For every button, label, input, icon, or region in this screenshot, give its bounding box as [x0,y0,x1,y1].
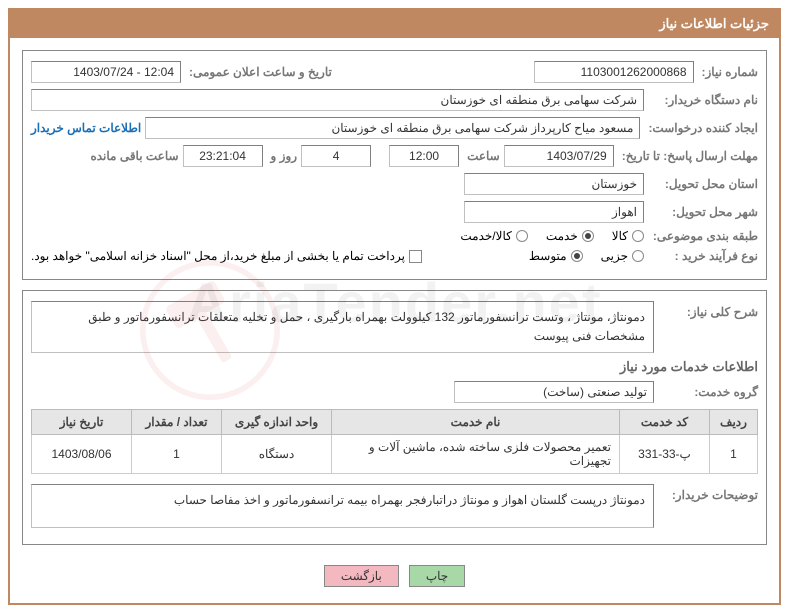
details-panel: جزئیات اطلاعات نیاز AriaTender.net شماره… [8,8,781,605]
subject-class-label: طبقه بندی موضوعی: [648,229,758,243]
days-count-value: 4 [301,145,371,167]
table-row: 1 پ-33-331 تعمیر محصولات فلزی ساخته شده،… [32,435,758,474]
payment-checkbox-wrapper[interactable]: پرداخت تمام یا بخشی از مبلغ خرید،از محل … [31,249,422,263]
medium-radio-icon [571,250,583,262]
th-qty: تعداد / مقدار [132,410,222,435]
th-unit: واحد اندازه گیری [222,410,332,435]
row-need-desc: شرح کلی نیاز: دمونتاژ، مونتاژ ، وتست ترا… [31,301,758,353]
delivery-province-label: استان محل تحویل: [648,177,758,191]
main-fieldset: شماره نیاز: 1103001262000868 تاریخ و ساع… [22,50,767,280]
countdown-value: 23:21:04 [183,145,263,167]
service-radio-label: خدمت [546,229,578,243]
need-no-label: شماره نیاز: [698,65,758,79]
buyer-notes-value: دمونتاژ درپست گلستان اهواز و مونتاژ درات… [31,484,654,528]
goods-service-radio-icon [516,230,528,242]
back-button[interactable]: بازگشت [324,565,399,587]
need-desc-label: شرح کلی نیاز: [658,301,758,319]
services-header: اطلاعات خدمات مورد نیاز [616,359,758,375]
time-label: ساعت [463,149,500,163]
th-row: ردیف [710,410,758,435]
row-requester: ایجاد کننده درخواست: مسعود میاح کارپرداز… [31,117,758,139]
row-city: شهر محل تحویل: اهواز [31,201,758,223]
delivery-city-value: اهواز [464,201,644,223]
th-name: نام خدمت [332,410,620,435]
panel-content: AriaTender.net شماره نیاز: 1103001262000… [10,38,779,603]
buyer-org-value: شرکت سهامی برق منطقه ای خوزستان [31,89,644,111]
services-header-row: اطلاعات خدمات مورد نیاز [31,359,758,375]
payment-note-label: پرداخت تمام یا بخشی از مبلغ خرید،از محل … [31,249,405,263]
partial-radio-label: جزیی [601,249,628,263]
announce-dt-label: تاریخ و ساعت اعلان عمومی: [185,65,332,79]
row-purchase-type: نوع فرآیند خرید : جزیی متوسط پرداخت تمام… [31,249,758,263]
table-header-row: ردیف کد خدمت نام خدمت واحد اندازه گیری ت… [32,410,758,435]
remaining-label: ساعت باقی مانده [86,149,178,163]
td-idx: 1 [710,435,758,474]
goods-service-radio-wrapper[interactable]: کالا/خدمت [460,229,527,243]
medium-radio-wrapper[interactable]: متوسط [529,249,583,263]
buyer-org-label: نام دستگاه خریدار: [648,93,758,107]
buttons-row: چاپ بازگشت [22,555,767,591]
payment-checkbox-icon [409,250,422,263]
need-desc-value: دمونتاژ، مونتاژ ، وتست ترانسفورماتور 132… [31,301,654,353]
row-service-group: گروه خدمت: تولید صنعتی (ساخت) [31,381,758,403]
service-radio-icon [582,230,594,242]
row-buyer-org: نام دستگاه خریدار: شرکت سهامی برق منطقه … [31,89,758,111]
goods-service-radio-label: کالا/خدمت [460,229,511,243]
services-table: ردیف کد خدمت نام خدمت واحد اندازه گیری ت… [31,409,758,474]
th-need-date: تاریخ نیاز [32,410,132,435]
announce-dt-value: 12:04 - 1403/07/24 [31,61,181,83]
th-code: کد خدمت [620,410,710,435]
service-group-label: گروه خدمت: [658,385,758,399]
td-name: تعمیر محصولات فلزی ساخته شده، ماشین آلات… [332,435,620,474]
row-need-no: شماره نیاز: 1103001262000868 تاریخ و ساع… [31,61,758,83]
need-no-value: 1103001262000868 [534,61,694,83]
td-need-date: 1403/08/06 [32,435,132,474]
goods-radio-wrapper[interactable]: کالا [612,229,644,243]
td-unit: دستگاه [222,435,332,474]
requester-value: مسعود میاح کارپرداز شرکت سهامی برق منطقه… [145,117,640,139]
partial-radio-wrapper[interactable]: جزیی [601,249,644,263]
deadline-time-value: 12:00 [389,145,459,167]
buyer-notes-label: توضیحات خریدار: [658,484,758,502]
td-qty: 1 [132,435,222,474]
row-subject-class: طبقه بندی موضوعی: کالا خدمت کالا/خدمت [31,229,758,243]
buyer-contact-link[interactable]: اطلاعات تماس خریدار [31,121,141,135]
delivery-province-value: خوزستان [464,173,644,195]
purchase-type-label: نوع فرآیند خرید : [648,249,758,263]
partial-radio-icon [632,250,644,262]
deadline-date-value: 1403/07/29 [504,145,614,167]
requester-label: ایجاد کننده درخواست: [644,121,758,135]
service-radio-wrapper[interactable]: خدمت [546,229,594,243]
print-button[interactable]: چاپ [409,565,465,587]
deadline-label: مهلت ارسال پاسخ: تا تاریخ: [618,149,758,163]
row-province: استان محل تحویل: خوزستان [31,173,758,195]
delivery-city-label: شهر محل تحویل: [648,205,758,219]
goods-radio-label: کالا [612,229,628,243]
td-code: پ-33-331 [620,435,710,474]
desc-fieldset: شرح کلی نیاز: دمونتاژ، مونتاژ ، وتست ترا… [22,290,767,545]
days-and-label: روز و [267,149,298,163]
service-group-value: تولید صنعتی (ساخت) [454,381,654,403]
medium-radio-label: متوسط [529,249,567,263]
goods-radio-icon [632,230,644,242]
panel-title: جزئیات اطلاعات نیاز [10,10,779,38]
row-deadline: مهلت ارسال پاسخ: تا تاریخ: 1403/07/29 سا… [31,145,758,167]
row-buyer-notes: توضیحات خریدار: دمونتاژ درپست گلستان اهو… [31,484,758,528]
